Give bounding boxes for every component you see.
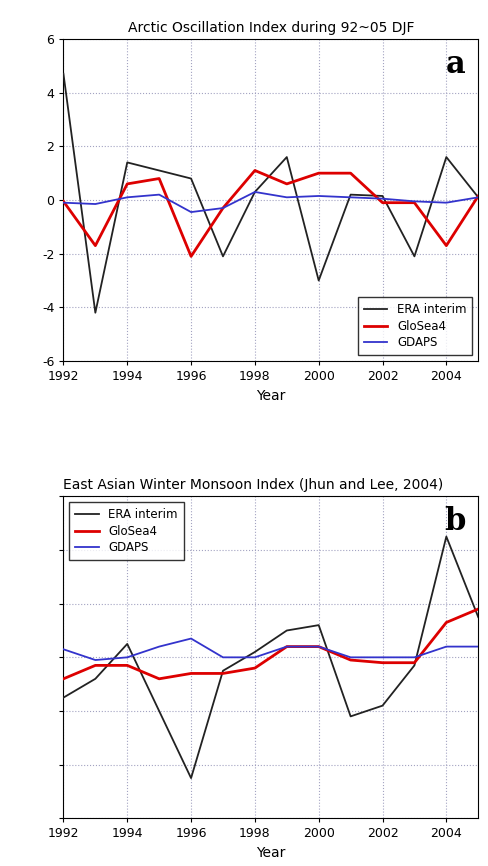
GDAPS [61,644,66,655]
GloSea4 [252,165,258,176]
ERA interim [411,660,417,670]
Text: East Asian Winter Monsoon Index (Jhun and Lee, 2004): East Asian Winter Monsoon Index (Jhun an… [63,478,444,493]
GDAPS [252,652,258,662]
GDAPS [411,652,417,662]
GDAPS [475,192,481,203]
GloSea4 [188,251,194,262]
ERA interim [156,706,162,716]
Line: GloSea4: GloSea4 [63,609,478,679]
GDAPS [444,642,449,652]
GloSea4 [124,178,130,189]
ERA interim [61,68,66,79]
ERA interim [347,190,353,200]
GDAPS [411,197,417,207]
GloSea4 [156,173,162,184]
GDAPS [475,642,481,652]
GDAPS [188,207,194,217]
GloSea4 [475,191,481,201]
GloSea4 [156,674,162,684]
ERA interim [252,647,258,657]
ERA interim [61,693,66,703]
ERA interim [284,152,290,162]
GloSea4 [347,655,353,665]
GDAPS [92,199,98,210]
GloSea4 [380,657,386,668]
GloSea4 [444,617,449,628]
GDAPS [188,633,194,643]
X-axis label: Year: Year [256,389,285,403]
ERA interim [475,192,481,203]
ERA interim [475,612,481,623]
GDAPS [156,190,162,200]
GloSea4 [411,657,417,668]
ERA interim [156,165,162,176]
GloSea4 [316,168,322,178]
ERA interim [220,666,226,676]
GloSea4 [252,662,258,673]
Line: ERA interim: ERA interim [63,74,478,313]
Legend: ERA interim, GloSea4, GDAPS: ERA interim, GloSea4, GDAPS [69,502,183,560]
GDAPS [380,193,386,204]
ERA interim [188,173,194,184]
Text: b: b [445,506,466,537]
GloSea4 [61,674,66,684]
GDAPS [284,192,290,203]
Line: ERA interim: ERA interim [63,537,478,779]
ERA interim [444,532,449,542]
ERA interim [284,625,290,636]
GDAPS [284,642,290,652]
ERA interim [252,187,258,197]
ERA interim [124,639,130,650]
GDAPS [124,192,130,203]
ERA interim [347,711,353,721]
Legend: ERA interim, GloSea4, GDAPS: ERA interim, GloSea4, GDAPS [358,297,472,355]
X-axis label: Year: Year [256,846,285,860]
GDAPS [156,642,162,652]
Line: GloSea4: GloSea4 [63,171,478,256]
ERA interim [316,275,322,286]
ERA interim [92,674,98,684]
GDAPS [380,652,386,662]
ERA interim [411,251,417,262]
GDAPS [220,203,226,213]
GloSea4 [347,168,353,178]
GloSea4 [316,642,322,652]
GloSea4 [284,642,290,652]
GloSea4 [475,604,481,614]
GloSea4 [124,660,130,670]
GloSea4 [380,197,386,208]
GloSea4 [92,660,98,670]
Text: a: a [446,48,466,80]
GDAPS [347,652,353,662]
ERA interim [380,701,386,711]
GDAPS [316,642,322,652]
GloSea4 [284,178,290,189]
Title: Arctic Oscillation Index during 92~05 DJF: Arctic Oscillation Index during 92~05 DJ… [127,21,414,35]
ERA interim [444,152,449,162]
GloSea4 [61,197,66,207]
GDAPS [316,191,322,201]
ERA interim [220,251,226,262]
GDAPS [252,187,258,197]
Line: GDAPS: GDAPS [63,192,478,212]
GloSea4 [444,241,449,251]
ERA interim [316,620,322,630]
ERA interim [92,307,98,318]
GDAPS [124,652,130,662]
GloSea4 [188,669,194,679]
GDAPS [220,652,226,662]
ERA interim [124,158,130,168]
GloSea4 [92,241,98,251]
GDAPS [347,192,353,203]
GloSea4 [220,203,226,213]
GloSea4 [411,197,417,208]
GloSea4 [220,669,226,679]
GDAPS [61,197,66,208]
GDAPS [444,197,449,208]
GDAPS [92,655,98,665]
Line: GDAPS: GDAPS [63,638,478,660]
ERA interim [380,191,386,201]
ERA interim [188,773,194,784]
